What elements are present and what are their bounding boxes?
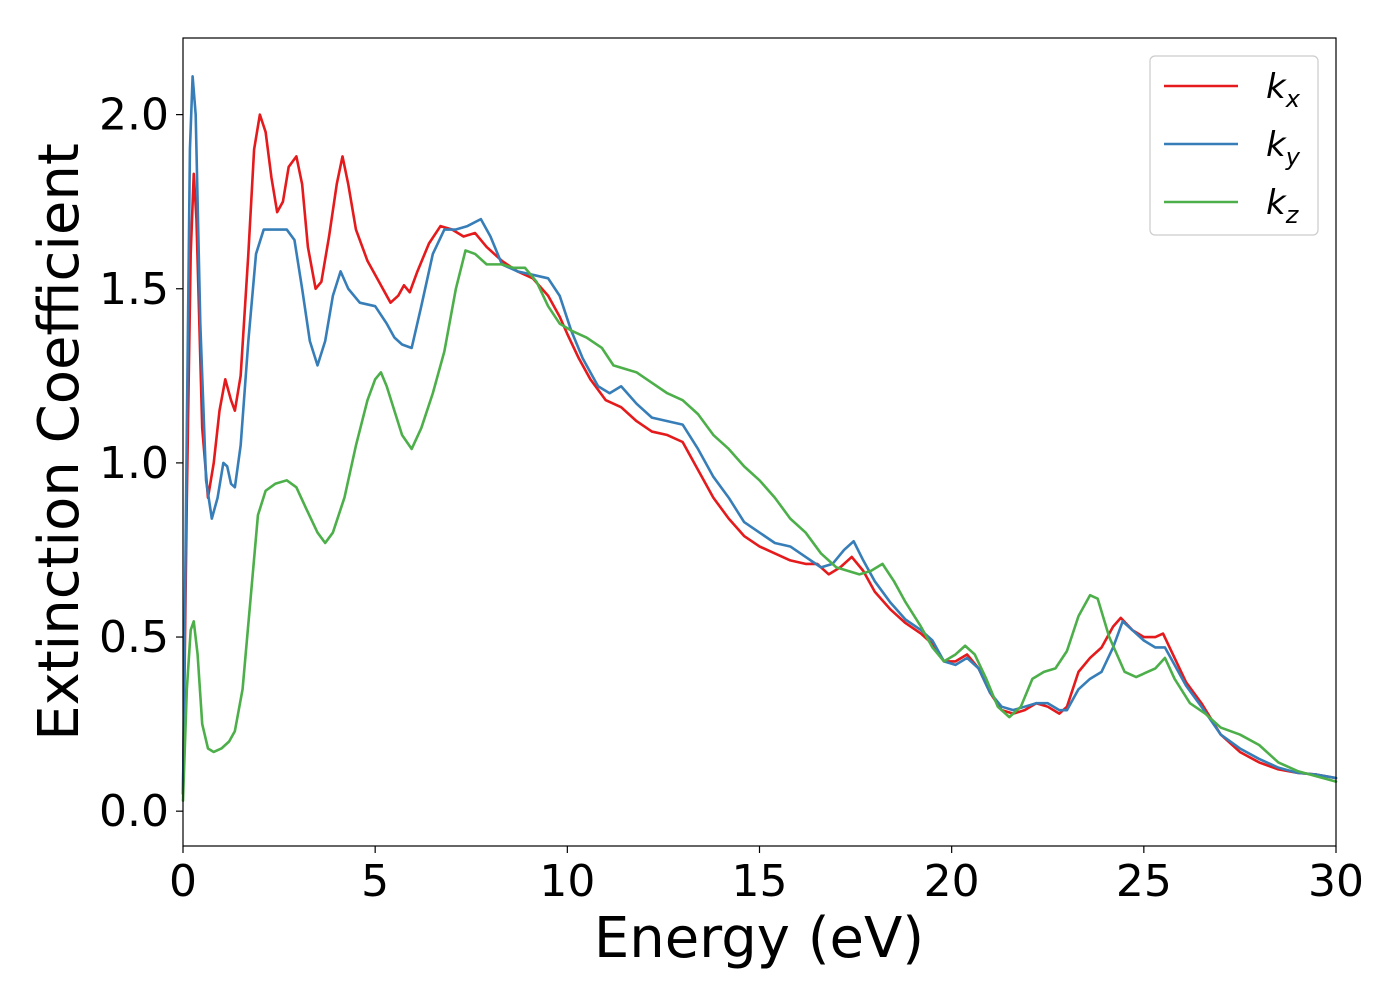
y-tick-label: 0.0	[99, 786, 169, 837]
y-tick-label: 0.5	[99, 612, 169, 663]
x-tick-label: 10	[539, 856, 595, 907]
y-tick-label: 2.0	[99, 90, 169, 141]
x-tick-label: 30	[1308, 856, 1364, 907]
x-tick-label: 5	[361, 856, 389, 907]
y-tick-label: 1.5	[99, 264, 169, 315]
legend-label-ky: ky	[1266, 125, 1301, 171]
x-tick-label: 15	[732, 856, 788, 907]
legend-box	[1149, 55, 1319, 236]
x-axis: 0 5 10 15 20 25 30	[169, 846, 1364, 907]
legend-label-kz: kz	[1266, 183, 1300, 229]
series-line-ky	[181, 75, 1338, 796]
series-line-kx	[181, 113, 1338, 796]
x-tick-label: 0	[169, 856, 197, 907]
legend: kx ky kz	[1149, 55, 1319, 236]
series-layer	[181, 75, 1338, 803]
x-tick-label: 25	[1116, 856, 1172, 907]
y-axis-title: Extinction Coefficient	[27, 143, 92, 741]
x-axis-title: Energy (eV)	[594, 906, 924, 971]
legend-label-kx: kx	[1266, 67, 1301, 113]
series-line-kz	[181, 249, 1338, 803]
y-tick-label: 1.0	[99, 438, 169, 489]
y-axis: 0.0 0.5 1.0 1.5 2.0	[99, 90, 183, 837]
x-tick-label: 20	[924, 856, 980, 907]
